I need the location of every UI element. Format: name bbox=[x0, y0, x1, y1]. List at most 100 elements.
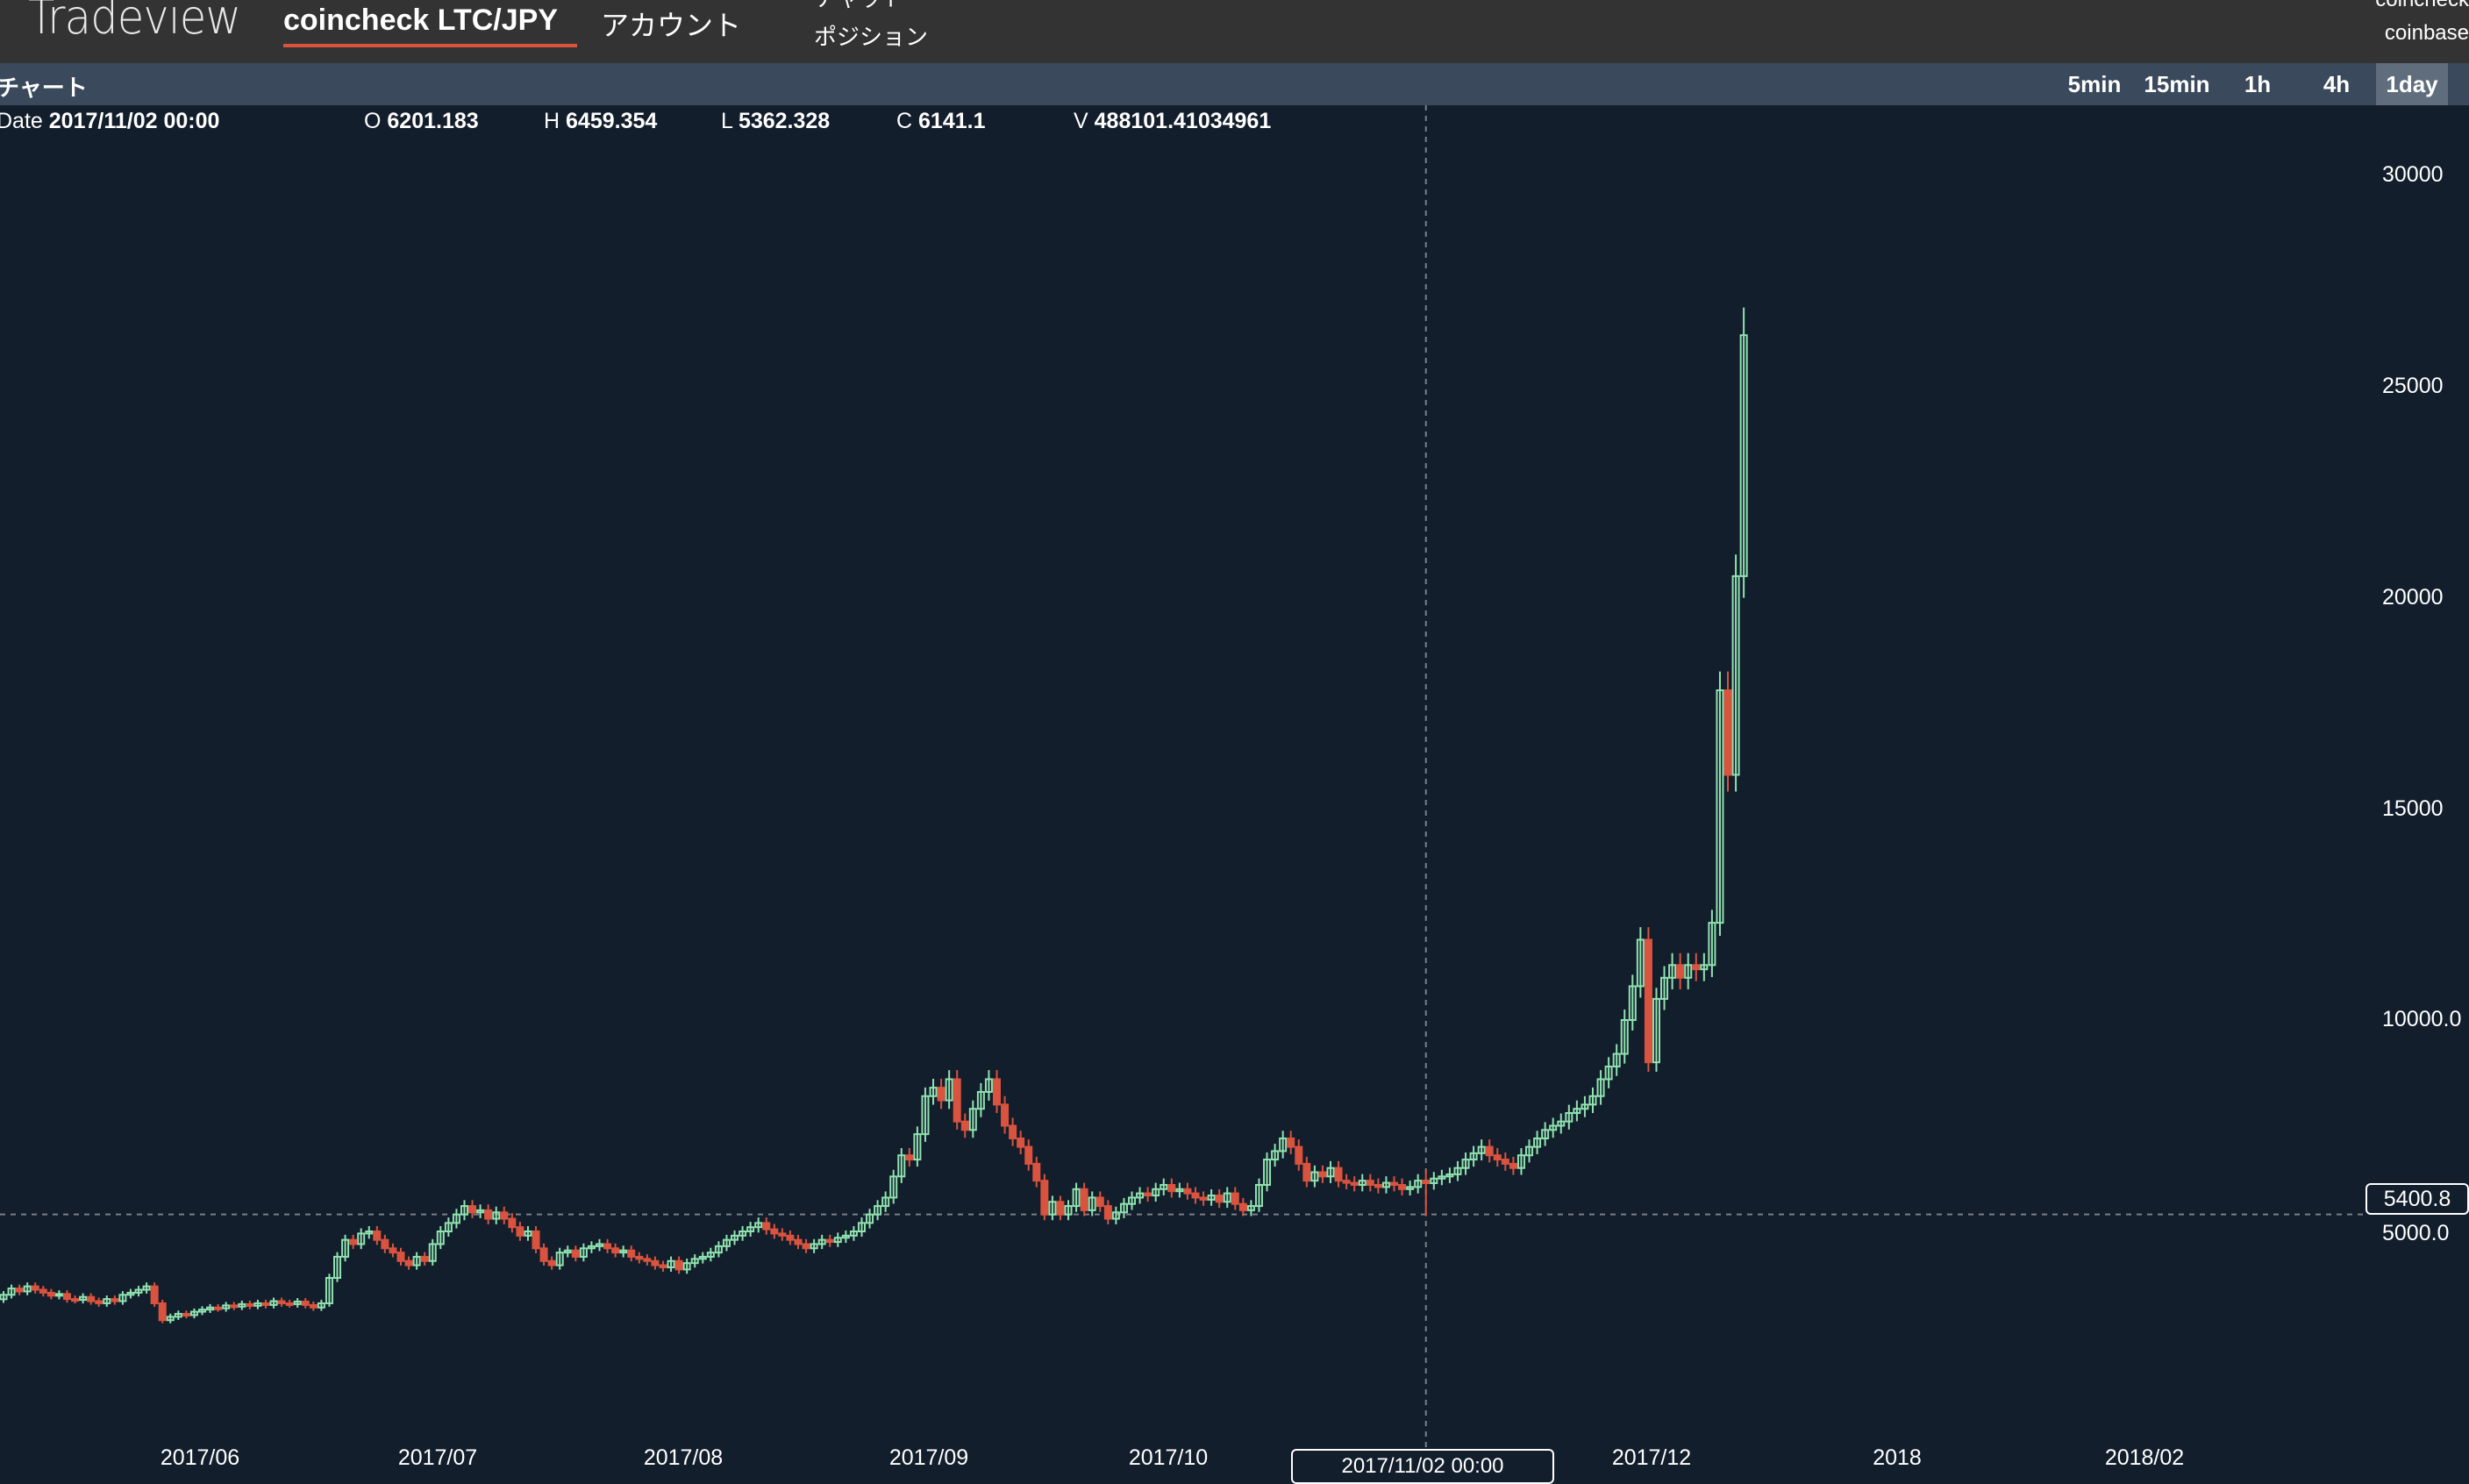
y-tick: 25000 bbox=[2382, 374, 2444, 398]
candle-up bbox=[23, 1285, 32, 1293]
candle-up bbox=[444, 1222, 453, 1232]
x-tick: 2017/09 bbox=[888, 1445, 969, 1470]
brand-logo[interactable]: Tradeview bbox=[28, 0, 241, 45]
timeframe-1day[interactable]: 1day bbox=[2376, 63, 2448, 105]
candle-down bbox=[1009, 1124, 1017, 1139]
candle-up bbox=[1381, 1181, 1390, 1188]
candle-down bbox=[778, 1232, 787, 1237]
legend-low-value: 5362.328 bbox=[738, 109, 831, 133]
candle-down bbox=[1501, 1159, 1509, 1165]
candle-up bbox=[619, 1249, 628, 1254]
nav-tab-chat[interactable]: チャット bbox=[814, 0, 905, 13]
candle-up bbox=[1271, 1150, 1280, 1161]
candle-down bbox=[246, 1302, 254, 1307]
legend-low-label: L bbox=[721, 109, 732, 133]
candle-up bbox=[1477, 1145, 1486, 1154]
candle-up bbox=[596, 1243, 603, 1247]
exchange-coincheck[interactable]: coincheck bbox=[2375, 0, 2469, 12]
y-tick: 10000.0 bbox=[2382, 1007, 2462, 1031]
candle-down bbox=[1238, 1202, 1247, 1211]
candle-up bbox=[166, 1316, 175, 1322]
candle-down bbox=[1342, 1180, 1351, 1184]
exchange-coinbase[interactable]: coinbase bbox=[2384, 21, 2469, 45]
candle-down bbox=[1017, 1137, 1025, 1148]
candle-down bbox=[1287, 1137, 1295, 1148]
candle-up bbox=[897, 1154, 906, 1178]
timeframe-5min[interactable]: 5min bbox=[2067, 71, 2122, 97]
candle-down bbox=[309, 1303, 318, 1309]
candle-up bbox=[1414, 1180, 1423, 1188]
candle-up bbox=[921, 1095, 930, 1136]
candle-up bbox=[253, 1302, 262, 1307]
candle-up bbox=[1246, 1205, 1255, 1211]
candle-up bbox=[126, 1291, 135, 1296]
candle-up bbox=[698, 1255, 707, 1260]
candle-up bbox=[1596, 1078, 1605, 1097]
candle-down bbox=[381, 1238, 389, 1250]
candle-down bbox=[603, 1243, 612, 1250]
candle-up bbox=[1326, 1167, 1335, 1178]
x-tick: 2018/02 bbox=[2104, 1445, 2185, 1470]
active-tab-underline bbox=[283, 44, 577, 47]
legend-date-label: Date bbox=[0, 109, 43, 133]
candle-up bbox=[587, 1245, 596, 1250]
nav-tab-account[interactable]: アカウント bbox=[601, 10, 742, 41]
candle-up bbox=[238, 1302, 246, 1308]
candle-down bbox=[71, 1298, 80, 1302]
section-title: チャート bbox=[0, 75, 88, 101]
timeframe-15min[interactable]: 15min bbox=[2144, 71, 2210, 97]
timeframe-1h[interactable]: 1h bbox=[2244, 71, 2272, 97]
candle-down bbox=[1040, 1180, 1049, 1216]
candle-up bbox=[579, 1247, 588, 1258]
candle-up bbox=[357, 1232, 366, 1245]
candle-down bbox=[301, 1301, 310, 1306]
candle-down bbox=[993, 1078, 1001, 1106]
legend-volume: V 488101.41034961 bbox=[1074, 109, 1271, 134]
candle-up bbox=[0, 1294, 8, 1301]
candle-up bbox=[1739, 334, 1748, 577]
candle-down bbox=[1644, 938, 1652, 1064]
candle-up bbox=[1453, 1167, 1462, 1175]
candle-up bbox=[1160, 1183, 1168, 1190]
candle-up bbox=[1731, 574, 1740, 776]
candle-up bbox=[1549, 1124, 1558, 1131]
candle-up bbox=[1660, 976, 1669, 1000]
candle-down bbox=[373, 1231, 382, 1241]
candle-down bbox=[905, 1154, 914, 1161]
candle-up bbox=[1620, 1019, 1629, 1055]
candle-up bbox=[1358, 1180, 1367, 1186]
candle-down bbox=[1390, 1181, 1398, 1186]
y-tick: 20000 bbox=[2382, 585, 2444, 610]
candle-down bbox=[1374, 1183, 1382, 1188]
nav-tab-pair[interactable]: coincheck LTC/JPY bbox=[283, 4, 559, 37]
candle-down bbox=[1032, 1162, 1041, 1182]
candle-up bbox=[1700, 964, 1709, 971]
candle-down bbox=[611, 1247, 620, 1254]
candle-up bbox=[1064, 1205, 1073, 1216]
candle-down bbox=[953, 1078, 961, 1123]
candle-up bbox=[269, 1300, 278, 1306]
candle-down bbox=[960, 1120, 969, 1131]
candle-up bbox=[1254, 1183, 1263, 1208]
candle-up bbox=[341, 1238, 350, 1258]
candle-up bbox=[1716, 689, 1724, 924]
candle-up bbox=[667, 1259, 675, 1268]
legend-date: Date 2017/11/02 00:00 bbox=[0, 109, 219, 134]
candle-down bbox=[261, 1302, 270, 1306]
candle-down bbox=[1676, 964, 1685, 979]
candle-up bbox=[1072, 1188, 1081, 1208]
timeframe-4h[interactable]: 4h bbox=[2323, 71, 2351, 97]
candle-down bbox=[1215, 1195, 1224, 1203]
legend-close-label: C bbox=[896, 109, 913, 133]
nav-tab-position[interactable]: ポジション bbox=[814, 24, 929, 50]
candle-up bbox=[874, 1205, 882, 1216]
candle-down bbox=[62, 1293, 71, 1301]
candle-down bbox=[627, 1249, 636, 1258]
candle-up bbox=[1406, 1186, 1415, 1190]
candle-up bbox=[706, 1252, 715, 1258]
candle-up bbox=[841, 1234, 850, 1239]
candle-up bbox=[1708, 922, 1716, 967]
candle-down bbox=[1509, 1162, 1517, 1169]
candle-down bbox=[484, 1209, 493, 1220]
